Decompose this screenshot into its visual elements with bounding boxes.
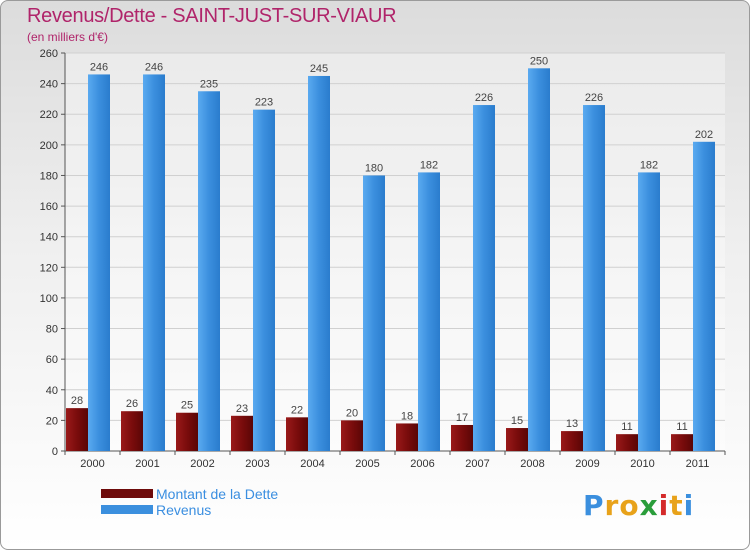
bar-revenus	[198, 91, 220, 452]
bar-revenus	[253, 109, 275, 451]
y-tick-label: 100	[40, 293, 58, 305]
bar-dette	[561, 431, 583, 451]
bar-dette	[506, 428, 528, 451]
plot-area	[65, 53, 725, 451]
x-tick-label: 2011	[686, 458, 710, 470]
y-tick-label: 0	[52, 446, 58, 458]
x-tick-label: 2001	[135, 458, 159, 470]
data-label-dette: 11	[621, 421, 632, 433]
y-tick-label: 220	[40, 109, 58, 121]
bar-dette	[396, 423, 418, 451]
bar-dette	[121, 411, 143, 451]
bar-dette	[176, 412, 198, 451]
bar-revenus	[528, 68, 550, 452]
x-tick-label: 2003	[245, 458, 269, 470]
y-tick-label: 40	[46, 385, 58, 397]
bar-dette	[616, 434, 638, 451]
data-label-dette: 20	[346, 407, 358, 419]
logo-letter: o	[619, 489, 640, 522]
data-label-dette: 26	[126, 398, 138, 410]
legend-label-revenus: Revenus	[156, 502, 212, 518]
data-label-revenus: 223	[255, 97, 273, 109]
data-label-dette: 13	[566, 418, 578, 430]
data-label-dette: 23	[236, 403, 248, 415]
bar-revenus	[143, 74, 165, 451]
bar-dette	[286, 417, 308, 451]
y-tick-label: 20	[46, 415, 58, 427]
bar-dette	[341, 420, 363, 451]
bar-revenus	[308, 75, 330, 451]
x-tick-label: 2000	[80, 458, 104, 470]
data-label-revenus: 250	[530, 55, 548, 67]
bar-revenus	[583, 105, 605, 452]
x-tick-label: 2007	[465, 458, 489, 470]
y-tick-label: 260	[40, 48, 58, 60]
data-label-revenus: 180	[365, 162, 383, 174]
logo-letter: t	[669, 489, 684, 522]
data-label-revenus: 202	[695, 129, 713, 141]
logo-letter: i	[658, 489, 670, 522]
bar-dette	[671, 434, 693, 451]
data-label-revenus: 182	[420, 159, 438, 171]
x-tick-label: 2004	[300, 458, 324, 470]
data-label-revenus: 246	[145, 61, 163, 73]
bar-revenus	[363, 175, 385, 451]
bar-revenus	[693, 141, 715, 452]
data-label-revenus: 246	[90, 61, 108, 73]
data-label-dette: 28	[71, 395, 83, 407]
chart-title: Revenus/Dette - SAINT-JUST-SUR-VIAUR	[27, 5, 397, 27]
data-label-revenus: 182	[640, 159, 658, 171]
logo-letter: i	[683, 489, 695, 522]
y-tick-label: 160	[40, 201, 58, 213]
x-tick-label: 2002	[190, 458, 214, 470]
data-label-revenus: 235	[200, 78, 218, 90]
chart-subtitle: (en milliers d'€)	[27, 30, 108, 44]
data-label-dette: 15	[511, 415, 523, 427]
data-label-dette: 18	[401, 410, 413, 422]
y-tick-label: 180	[40, 170, 58, 182]
data-label-dette: 25	[181, 400, 193, 412]
proxiti-logo: Proxiti	[583, 489, 694, 522]
y-tick-label: 200	[40, 140, 58, 152]
bar-dette	[66, 408, 88, 451]
logo-letter: r	[604, 489, 620, 522]
legend-swatch-revenus	[101, 505, 153, 514]
data-label-dette: 22	[291, 404, 303, 416]
bar-revenus	[473, 105, 495, 452]
bar-dette	[231, 415, 253, 451]
legend-swatch-debt	[101, 489, 153, 498]
y-tick-label: 140	[40, 232, 58, 244]
logo-letter: P	[583, 489, 605, 522]
x-tick-label: 2010	[630, 458, 654, 470]
bar-revenus	[418, 172, 440, 451]
bar-revenus	[638, 172, 660, 451]
legend-label-debt: Montant de la Dette	[156, 486, 279, 502]
logo-letter: x	[639, 489, 659, 522]
x-tick-label: 2005	[355, 458, 379, 470]
x-tick-label: 2008	[520, 458, 544, 470]
data-label-revenus: 245	[310, 63, 328, 75]
data-label-dette: 17	[456, 412, 468, 424]
x-tick-label: 2006	[410, 458, 434, 470]
x-tick-label: 2009	[575, 458, 599, 470]
y-tick-label: 60	[46, 354, 58, 366]
y-tick-label: 80	[46, 324, 58, 336]
y-tick-label: 120	[40, 262, 58, 274]
data-label-revenus: 226	[585, 92, 603, 104]
bar-revenus	[88, 74, 110, 451]
y-tick-label: 240	[40, 79, 58, 91]
bar-dette	[451, 424, 473, 451]
data-label-dette: 11	[676, 421, 687, 433]
data-label-revenus: 226	[475, 92, 493, 104]
